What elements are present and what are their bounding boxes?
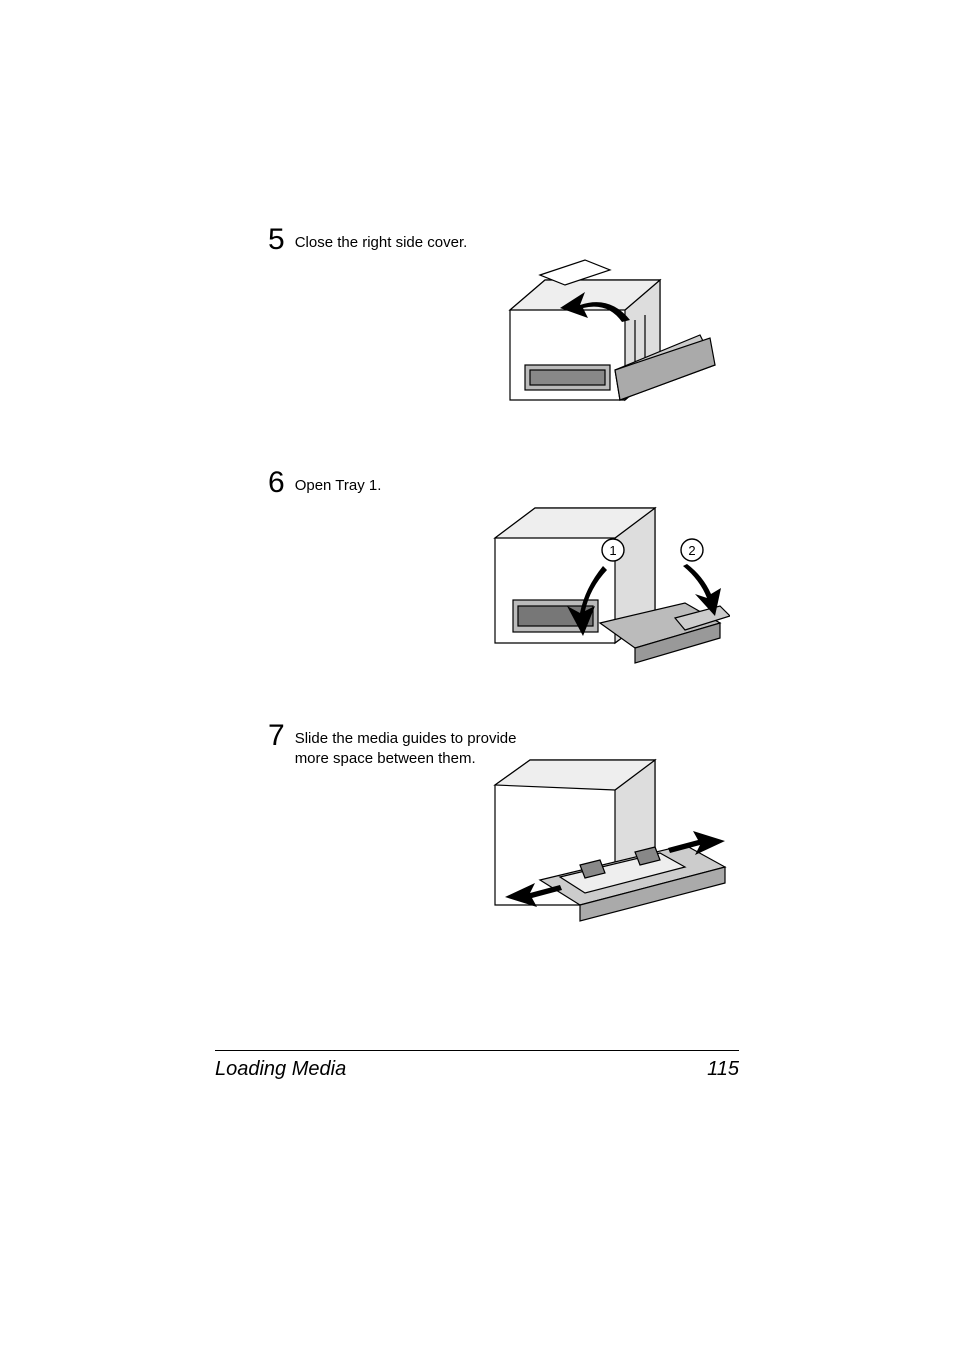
callout-1-label: 1 [609, 543, 616, 558]
step-text: Open Tray 1. [295, 468, 382, 496]
step-number: 7 [268, 721, 285, 751]
illustration-slide-guides [485, 745, 730, 945]
step-5: 5 Close the right side cover. [268, 225, 467, 255]
step-number: 5 [268, 225, 285, 255]
step-6: 6 Open Tray 1. [268, 468, 381, 498]
page-footer: Loading Media 115 [215, 1058, 739, 1081]
step-number: 6 [268, 468, 285, 498]
illustration-close-cover [490, 250, 725, 450]
illustration-open-tray: 1 2 [485, 488, 730, 688]
callout-2-label: 2 [688, 543, 695, 558]
step-text: Close the right side cover. [295, 225, 468, 253]
footer-rule [215, 1050, 739, 1051]
manual-page: 5 Close the right side cover. [0, 0, 954, 1350]
footer-page-number: 115 [707, 1058, 739, 1081]
footer-section: Loading Media [215, 1058, 346, 1081]
